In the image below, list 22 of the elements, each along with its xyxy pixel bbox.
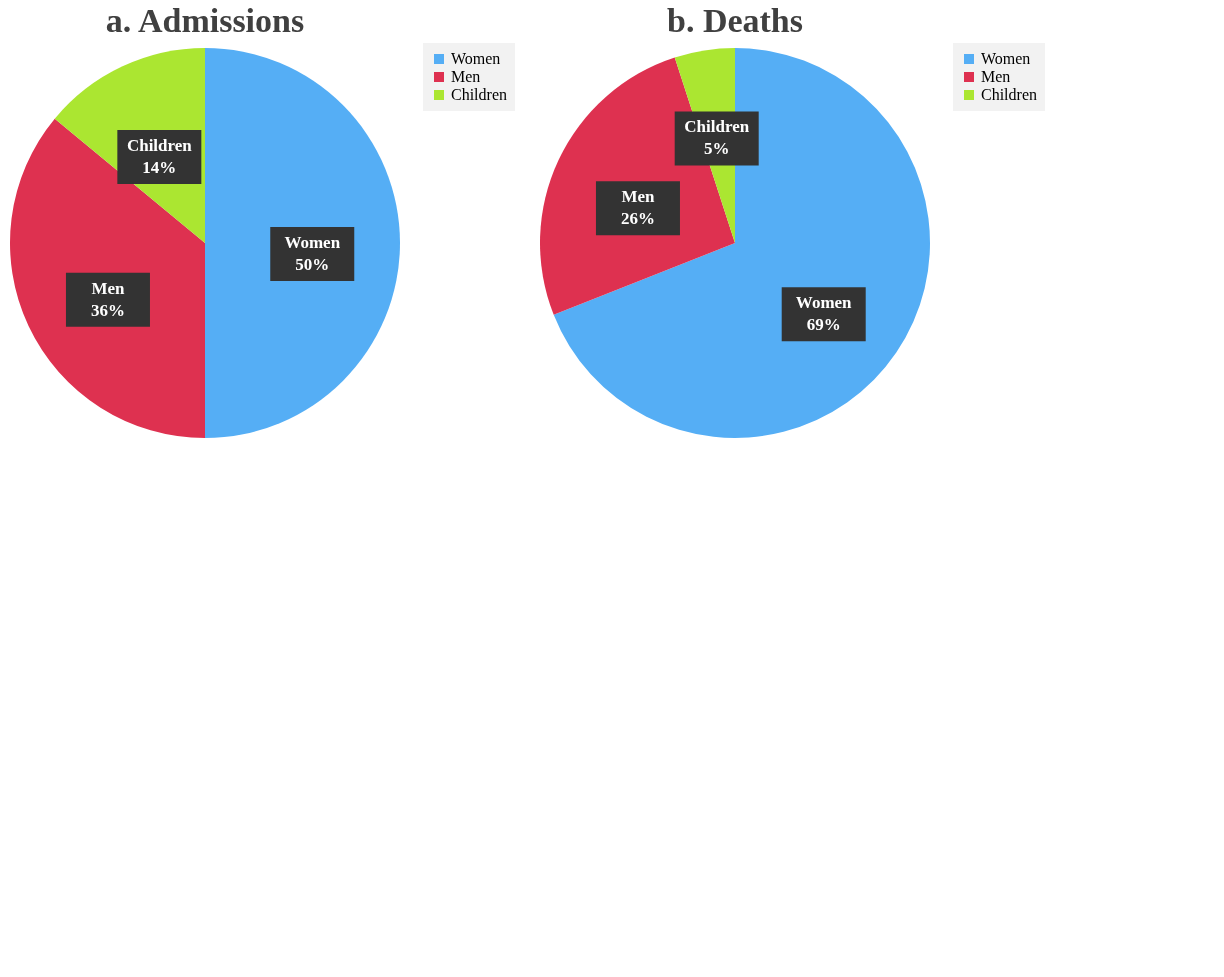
data-label: 50%	[295, 255, 330, 274]
data-label: 69%	[806, 315, 841, 335]
slice-label: Children	[126, 135, 193, 155]
data-label: 5%	[703, 139, 730, 159]
data-label: 26%	[620, 209, 655, 229]
data-label: 14%	[142, 157, 177, 177]
slice-label: Women	[795, 293, 853, 313]
slice-label: Men	[621, 187, 656, 207]
legend-label: Men	[451, 68, 481, 85]
chart-title: a. Admissions	[105, 2, 305, 39]
slice-label: Women	[284, 233, 341, 252]
legend-label: Men	[981, 68, 1011, 85]
slice-label: Men	[91, 278, 126, 298]
legend-label: Women	[981, 50, 1031, 67]
legend-label: Children	[981, 86, 1037, 103]
pie-slice	[553, 48, 930, 438]
chart-title: b. Deaths	[666, 2, 804, 39]
slice-label: Children	[684, 117, 750, 137]
data-label: 36%	[90, 300, 125, 320]
legend-label: Women	[451, 50, 501, 67]
legend-label: Children	[451, 86, 507, 103]
pie-slice	[205, 48, 400, 438]
